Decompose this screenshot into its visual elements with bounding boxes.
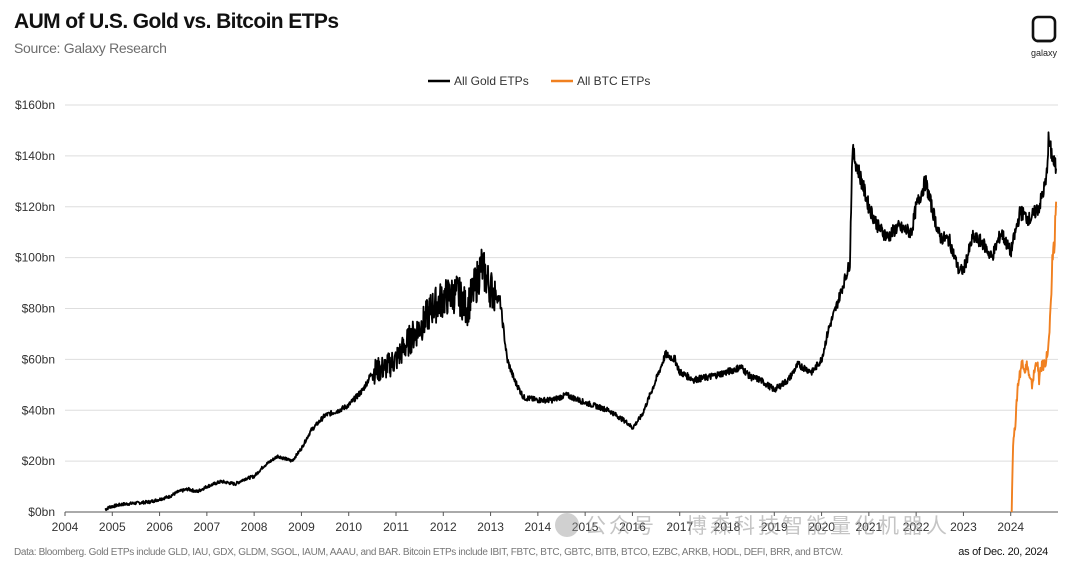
legend: All Gold ETPs All BTC ETPs — [428, 74, 650, 88]
x-tick-label: 2011 — [383, 520, 409, 534]
x-tick-label: 2004 — [52, 520, 79, 534]
x-tick-label: 2012 — [430, 520, 457, 534]
chart-subtitle: Source: Galaxy Research — [14, 40, 167, 56]
logo-wordmark: galaxy — [1030, 48, 1057, 58]
x-tick-label: 2014 — [525, 520, 552, 534]
chart-title: AUM of U.S. Gold vs. Bitcoin ETPs — [14, 10, 339, 33]
y-tick-label: $60bn — [22, 352, 55, 366]
x-tick-label: 2018 — [714, 520, 741, 534]
x-tick-label: 2020 — [808, 520, 835, 534]
x-tick-label: 2016 — [619, 520, 646, 534]
x-tick-label: 2008 — [241, 520, 268, 534]
x-tick-label: 2010 — [335, 520, 362, 534]
wechat-icon — [555, 513, 579, 537]
x-tick-label: 2021 — [856, 520, 883, 534]
y-tick-label: $120bn — [15, 200, 55, 214]
as-of-date: as of Dec. 20, 2024 — [958, 546, 1048, 558]
y-tick-label: $140bn — [15, 149, 55, 163]
x-axis-ticks: 2004 2005 2006 2007 2008 2009 2010 2011 2012 2013… — [52, 512, 1024, 534]
x-tick-label: 2017 — [666, 520, 693, 534]
x-tick-label: 2007 — [194, 520, 221, 534]
x-tick-label: 2015 — [572, 520, 599, 534]
x-tick-label: 2006 — [146, 520, 173, 534]
y-axis-ticks: $0bn $20bn $40bn $60bn $80bn $100bn $120bn $140… — [15, 98, 55, 519]
series-lines — [104, 131, 1058, 513]
x-tick-label: 2005 — [99, 520, 126, 534]
x-tick-label: 2009 — [288, 520, 315, 534]
x-tick-label: 2022 — [903, 520, 930, 534]
y-tick-label: $100bn — [15, 251, 55, 265]
y-tick-label: $0bn — [28, 505, 55, 519]
legend-label: All BTC ETPs — [577, 74, 650, 88]
y-tick-label: $80bn — [22, 302, 55, 316]
y-tick-label: $20bn — [22, 454, 55, 468]
watermark-text: 公众号 · 博森科技智能量化机器人 — [585, 514, 951, 538]
y-tick-label: $160bn — [15, 98, 55, 112]
galaxy-logo: galaxy — [1024, 14, 1064, 62]
grid-lines — [65, 104, 1058, 513]
series-line-btc — [1010, 201, 1058, 513]
x-tick-label: 2019 — [761, 520, 788, 534]
x-tick-label: 2023 — [950, 520, 977, 534]
series-line-gold — [104, 131, 1057, 512]
data-source-footnote: Data: Bloomberg. Gold ETPs include GLD, … — [14, 547, 843, 558]
x-tick-label: 2013 — [477, 520, 504, 534]
legend-label: All Gold ETPs — [454, 74, 529, 88]
galaxy-logo-icon — [1031, 15, 1057, 43]
watermark: 公众号 · 博森科技智能量化机器人 — [555, 510, 950, 540]
x-tick-label: 2024 — [997, 520, 1024, 534]
y-tick-label: $40bn — [22, 403, 55, 417]
